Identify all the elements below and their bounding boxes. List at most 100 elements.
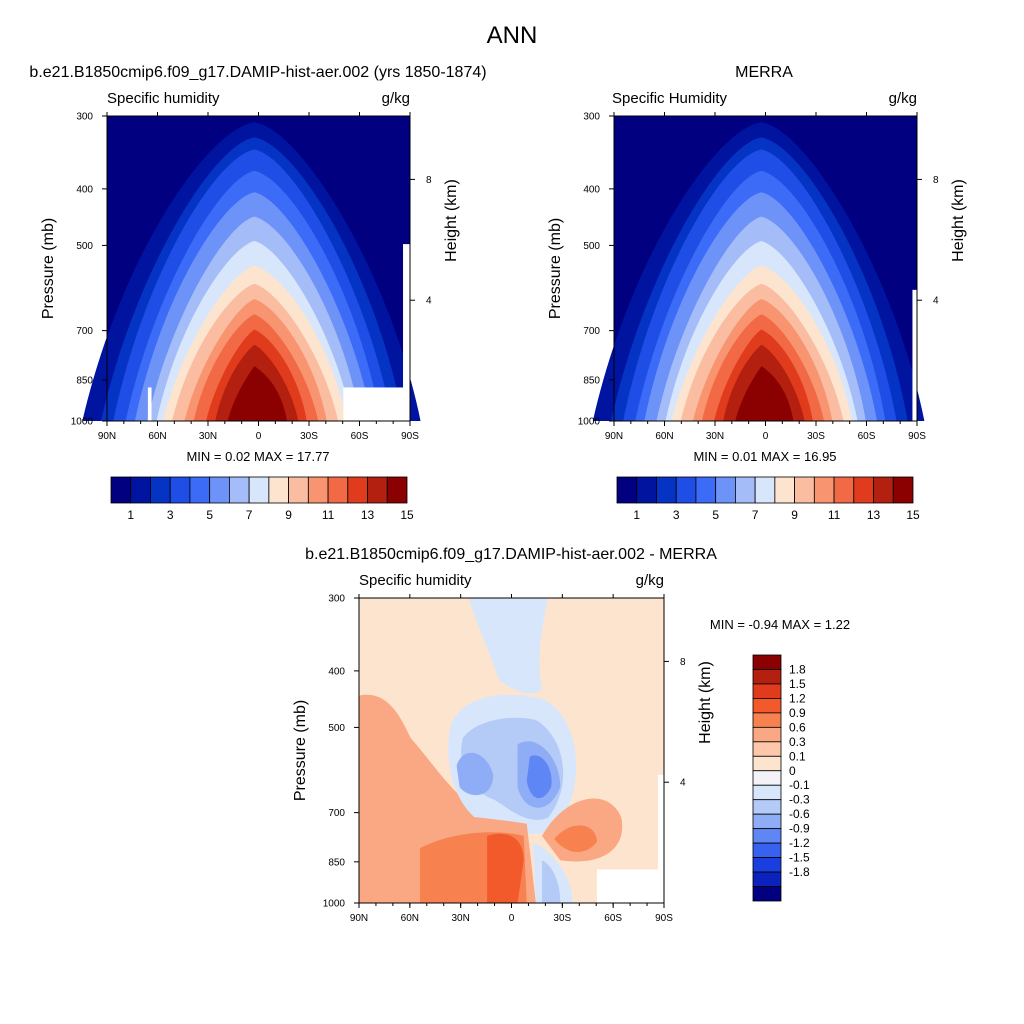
colorbar-label: 15 [400,508,414,522]
colorbar-swatch [752,770,782,786]
colorbar-swatch [735,476,756,504]
missing-data-greenland [147,387,152,421]
panel-difference: b.e21.B1850cmip6.f09_g17.DAMIP-hist-aer.… [292,546,850,924]
missing-data-antarctica [596,869,664,903]
colorbar-label: 3 [167,508,174,522]
missing-data-mask [596,774,664,903]
y2-axis-title: Height (km) [950,179,967,262]
contour-field [359,598,664,903]
y2-tick-label: 8 [933,175,939,186]
colorbar-swatch [616,476,638,504]
colorbar-swatch [327,476,349,504]
y-tick-label: 300 [583,112,600,123]
min-max-stats: MIN = 0.01 MAX = 16.95 [693,449,836,464]
missing-data-edge [657,774,664,870]
units-label-model: g/kg [382,90,410,107]
colorbar-swatch [813,476,835,504]
y-axis-title: Pressure (mb) [40,218,57,319]
colorbar-label: -1.8 [789,865,810,879]
panel-title-difference: b.e21.B1850cmip6.f09_g17.DAMIP-hist-aer.… [305,546,717,563]
colorbar-swatch [752,712,782,728]
x-tick-label: 60N [401,913,419,924]
x-tick-label: 90S [401,431,419,442]
colorbar-swatch [754,476,776,504]
x-tick-label: 30S [300,431,318,442]
colorbar-swatch [752,857,782,873]
x-tick-label: 90N [605,431,623,442]
y-tick-label: 1000 [323,899,346,910]
x-tick-label: 90N [98,431,116,442]
colorbar-swatch [752,698,782,714]
colorbar-swatch [873,476,894,504]
colorbar-label: -0.6 [789,807,810,821]
min-max-stats: MIN = 0.02 MAX = 17.77 [186,449,329,464]
colorbar-swatch [675,476,697,504]
colorbar-label: 11 [828,508,841,522]
figure-title: ANN [487,22,538,49]
y-tick-label: 300 [328,594,345,605]
panel-model: b.e21.B1850cmip6.f09_g17.DAMIP-hist-aer.… [29,64,486,522]
contour-negative-lower-core [542,860,561,903]
colorbar-label: 7 [246,508,253,522]
units-label-difference: g/kg [636,572,664,589]
colorbar-label: 0.9 [789,706,806,720]
colorbar-swatch [110,476,132,504]
colorbar-label: 11 [322,508,335,522]
x-tick-label: 30S [807,431,825,442]
x-tick-label: 90N [350,913,368,924]
min-max-stats: MIN = -0.94 MAX = 1.22 [710,617,850,632]
colorbar-label: 5 [712,508,719,522]
y-axis-title: Pressure (mb) [547,218,564,319]
colorbar-label: 3 [673,508,680,522]
y2-axis-title: Height (km) [697,661,714,744]
colorbar-label: -0.3 [789,793,810,807]
y-tick-label: 1000 [578,417,601,428]
x-tick-label: 60S [858,431,876,442]
x-tick-label: 30N [199,431,217,442]
colorbar-swatch [268,476,290,504]
y2-tick-label: 4 [426,296,432,307]
colorbar-label: -0.9 [789,822,810,836]
colorbar-swatch [288,476,309,504]
colorbar-swatch [752,784,782,801]
x-tick-label: 60S [351,431,369,442]
colorbar-swatch [752,669,782,685]
colorbar-swatch [892,476,914,504]
colorbar-swatch [853,476,874,504]
colorbar-label: 0.3 [789,735,806,749]
x-tick-label: 30N [706,431,724,442]
colorbar-swatch [347,476,368,504]
colorbar-swatch [150,476,171,504]
panel-title-merra: MERRA [735,64,793,81]
contour-field [592,116,925,422]
x-tick-label: 30S [553,913,571,924]
panel-title-model: b.e21.B1850cmip6.f09_g17.DAMIP-hist-aer.… [29,64,486,81]
axes: 90N 60N 30N 0 30S 60S 90S 300 400 500 700 850 1000 8 4… [292,594,714,925]
y2-tick-label: 8 [426,175,432,186]
contour-field [82,116,421,422]
variable-label-model: Specific humidity [107,90,220,107]
colorbar-label: 0.6 [789,720,806,734]
colorbar-label: -0.1 [789,778,810,792]
x-tick-label: 60N [655,431,673,442]
x-tick-label: 0 [509,913,515,924]
colorbar-swatch [169,476,191,504]
y-tick-label: 400 [76,184,93,195]
colorbar-label: 1 [127,508,134,522]
colorbar-label: -1.2 [789,836,810,850]
y2-tick-label: 8 [680,657,686,668]
y-tick-label: 1000 [71,417,94,428]
missing-data-mask [147,244,410,421]
colorbar-swatch [752,726,782,743]
x-tick-label: 90S [655,913,673,924]
y-tick-label: 300 [76,112,93,123]
y-axis-title: Pressure (mb) [292,700,309,801]
colorbar-swatch [367,476,388,504]
colorbar-label: 1.2 [789,691,806,705]
colorbar-label: 13 [867,508,881,522]
y-tick-label: 400 [583,184,600,195]
colorbar-swatch [752,871,782,887]
colorbar-label: -1.5 [789,851,810,865]
colorbar-label: 1.5 [789,677,806,691]
